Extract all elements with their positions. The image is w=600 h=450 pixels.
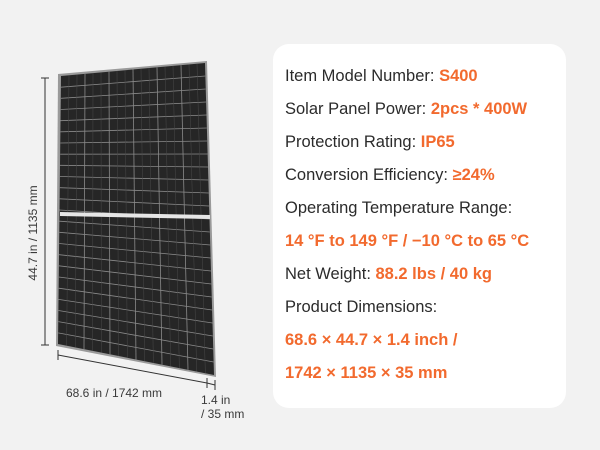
spec-model: Item Model Number: S400 xyxy=(285,67,478,86)
spec-model-label: Item Model Number: xyxy=(285,67,440,85)
panel-busbar-line xyxy=(66,75,70,346)
depth-dimension-mm: / 35 mm xyxy=(201,406,245,421)
spec-dimensions-label: Product Dimensions: xyxy=(285,298,438,316)
spec-efficiency: Conversion Efficiency: ≥24% xyxy=(285,166,495,185)
spec-rating-value: IP65 xyxy=(420,133,455,151)
panel-cell-row-line xyxy=(58,310,213,337)
spec-weight-value: 88.2 lbs / 40 kg xyxy=(375,265,492,283)
panel-cell-row-line xyxy=(59,164,209,168)
spec-power-label: Solar Panel Power: xyxy=(285,100,431,118)
panel-cell-row-line xyxy=(58,287,213,311)
panel-cell-row-line xyxy=(59,220,210,233)
spec-model-value: S400 xyxy=(439,67,478,85)
width-dimension-label: 68.6 in / 1742 mm xyxy=(66,386,163,400)
spec-card: Item Model Number: S400 Solar Panel Powe… xyxy=(273,44,566,408)
spec-power: Solar Panel Power: 2pcs * 400W xyxy=(285,100,527,119)
depth-dimension-label: 1.4 in / 35 mm xyxy=(201,393,257,422)
panel-cell-row-line xyxy=(58,298,213,324)
spec-dimensions-value-mm: 1742 × 1135 × 35 mm xyxy=(285,364,448,382)
spec-rating: Protection Rating: IP65 xyxy=(285,133,455,152)
panel-cell-row-line xyxy=(60,75,206,88)
depth-dimension-line xyxy=(206,380,216,390)
panel-cell-row-line xyxy=(59,176,209,181)
panel-center-strip xyxy=(60,212,210,219)
spec-weight: Net Weight: 88.2 lbs / 40 kg xyxy=(285,265,492,284)
panel-cell-row-line xyxy=(60,114,207,122)
spec-rating-label: Protection Rating: xyxy=(285,133,421,151)
panel-cell-row-line xyxy=(59,198,210,207)
panel-cell-row-line xyxy=(58,265,212,285)
spec-efficiency-label: Conversion Efficiency: xyxy=(285,166,453,184)
panel-cell-row-line xyxy=(58,276,212,298)
panel-cell-row-line xyxy=(60,88,206,99)
panel-cell-row-line xyxy=(58,332,214,363)
panel-cell-row-line xyxy=(59,231,211,246)
panel-cell-row-line xyxy=(58,254,212,272)
spec-temperature-label: Operating Temperature Range: xyxy=(285,199,513,217)
depth-dimension-inch: 1.4 in xyxy=(201,393,231,407)
spec-weight-label: Net Weight: xyxy=(285,265,376,283)
panel-busbar-line xyxy=(75,74,78,348)
height-dimension-line xyxy=(41,77,49,346)
panel-cell-row-line xyxy=(60,140,208,144)
panel-cell-row-line xyxy=(60,127,207,133)
spec-dimensions-value-inch: 68.6 × 44.7 × 1.4 inch / xyxy=(285,331,458,349)
height-dimension-label: 44.7 in / 1135 mm xyxy=(26,185,41,281)
panel-cell-row-line xyxy=(60,101,207,110)
spec-efficiency-value: ≥24% xyxy=(452,166,495,184)
panel-cell-row-line xyxy=(59,187,209,194)
spec-power-value: 2pcs * 400W xyxy=(430,100,528,118)
panel-cell-row-line xyxy=(59,243,211,259)
panel-face xyxy=(58,63,214,375)
panel-cell-row-line xyxy=(58,321,214,350)
spec-temperature-value: 14 °F to 149 °F / −10 °C to 65 °C xyxy=(285,232,530,250)
